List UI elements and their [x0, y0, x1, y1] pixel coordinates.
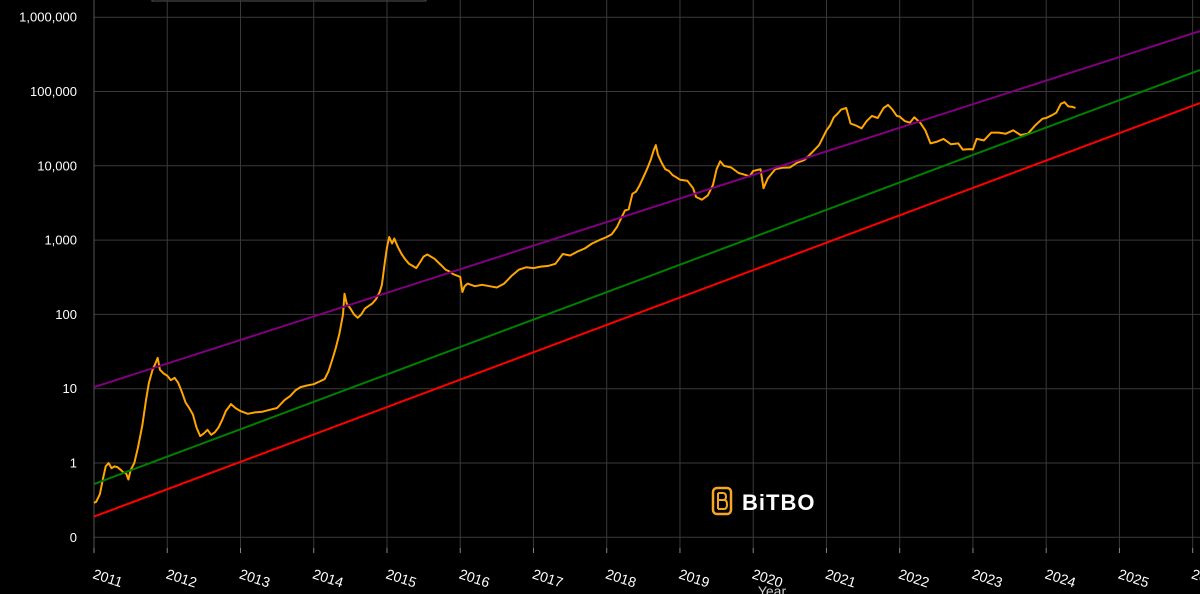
trend-line — [93, 30, 1200, 389]
y-tick-label: 10,000 — [37, 158, 77, 173]
x-tick-label: 2026 — [1190, 566, 1200, 591]
price-series-line — [93, 101, 1076, 504]
y-tick-label: 0 — [70, 530, 77, 545]
x-axis-title: Year — [758, 583, 787, 594]
y-tick-label: 1,000,000 — [19, 10, 77, 25]
legend-box — [151, 0, 427, 2]
y-tick-label: 100 — [55, 307, 77, 322]
y-tick-label: 1 — [70, 456, 77, 471]
series-layer — [93, 30, 1200, 518]
trend-line — [93, 102, 1200, 518]
y-tick-label: 1,000 — [44, 233, 77, 248]
brand-name: BiTBO — [742, 490, 815, 515]
trend-line — [93, 69, 1200, 486]
y-tick-label: 10 — [63, 381, 77, 396]
bitbo-logo-icon — [711, 486, 733, 516]
y-tick-label: 100,000 — [30, 84, 77, 99]
bitbo-watermark: BiTBO — [711, 486, 815, 516]
grid — [93, 0, 1200, 548]
